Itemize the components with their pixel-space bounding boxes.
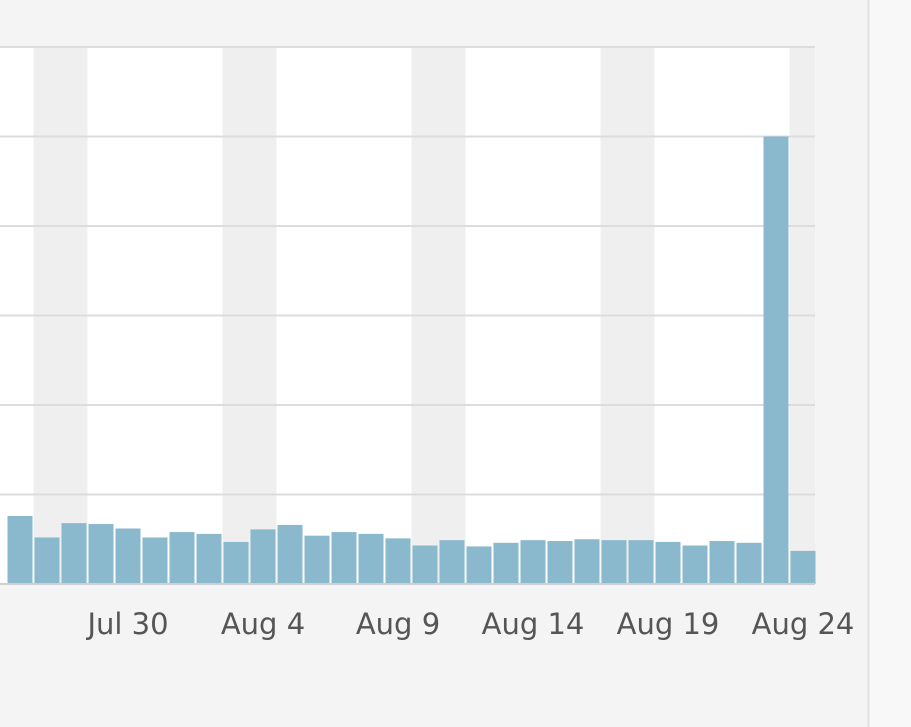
x-tick-label: Jul 30	[85, 607, 168, 641]
bar	[196, 533, 222, 584]
bar	[250, 529, 276, 584]
bar	[574, 539, 600, 584]
bar	[466, 546, 492, 584]
bar	[736, 542, 762, 584]
bar	[331, 532, 357, 584]
bar	[304, 535, 330, 584]
bar	[763, 136, 789, 584]
bar	[115, 528, 141, 584]
x-tick-label: Aug 9	[356, 607, 440, 641]
bar	[169, 532, 195, 584]
bar	[88, 524, 114, 584]
bar	[142, 537, 168, 584]
bar	[709, 541, 735, 584]
bar	[520, 540, 546, 584]
bar	[358, 533, 384, 584]
bar	[412, 545, 438, 584]
bar	[277, 524, 303, 584]
bar	[34, 537, 60, 584]
bar	[61, 523, 87, 584]
x-tick-label: Aug 19	[617, 607, 720, 641]
bar	[790, 550, 816, 584]
bar	[493, 542, 519, 584]
x-tick-label: Aug 24	[752, 607, 855, 641]
x-tick-label: Aug 4	[221, 607, 305, 641]
bar	[7, 515, 33, 584]
x-tick-label: Aug 14	[482, 607, 585, 641]
bar	[439, 540, 465, 584]
bar	[601, 540, 627, 584]
bar	[628, 540, 654, 584]
bar	[385, 538, 411, 584]
side-panel	[869, 0, 911, 727]
bar	[655, 541, 681, 584]
bar	[223, 541, 249, 584]
bar	[682, 545, 708, 584]
bar	[547, 541, 573, 584]
